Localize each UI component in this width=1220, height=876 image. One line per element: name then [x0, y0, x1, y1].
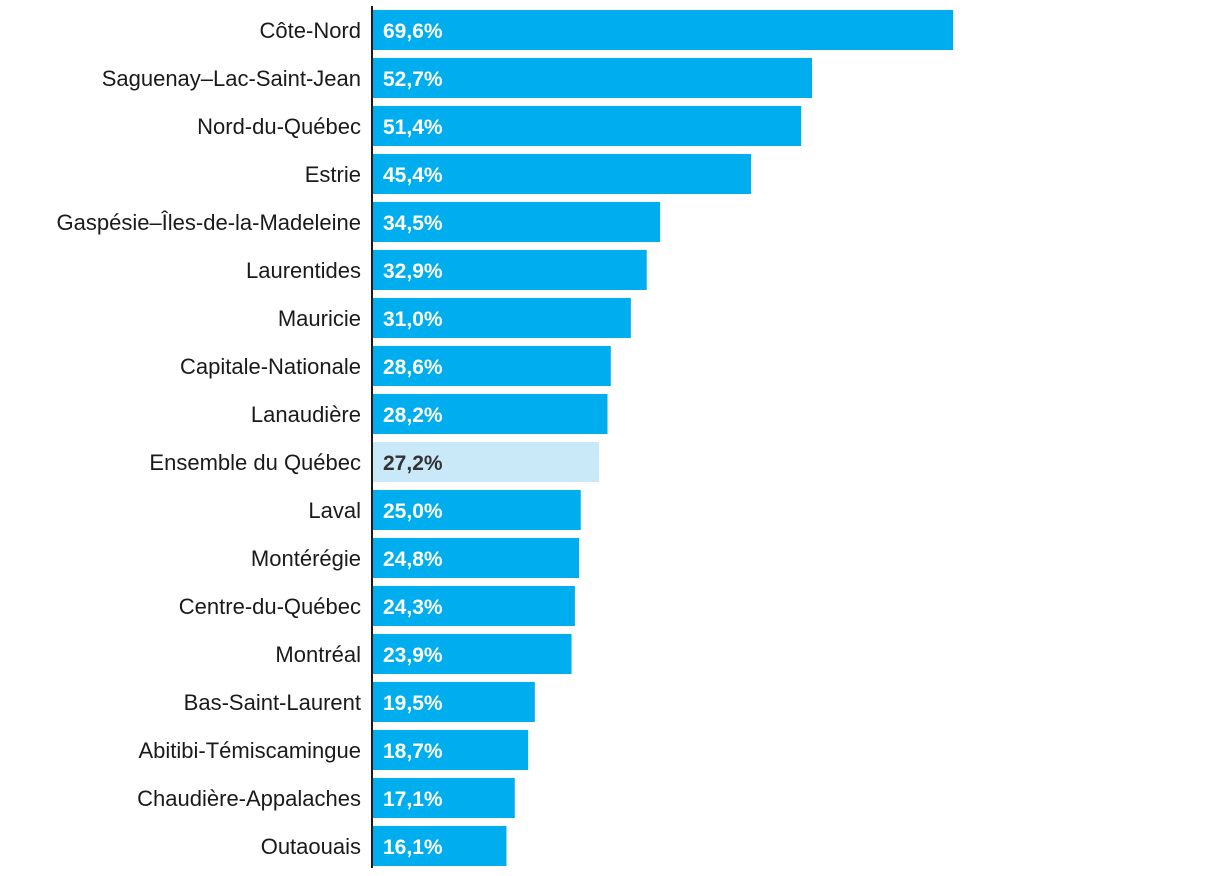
category-label-montreal: Montréal	[275, 642, 361, 667]
bar-chaudiere-appalaches	[372, 778, 515, 818]
value-label-laurentides: 32,9%	[383, 260, 443, 283]
category-label-cote-nord: Côte-Nord	[260, 18, 361, 43]
value-label-nord-du-quebec: 51,4%	[383, 116, 443, 139]
category-label-bas-saint-laurent: Bas-Saint-Laurent	[184, 690, 361, 715]
category-label-abitibi-temiscamingue: Abitibi-Témiscamingue	[138, 738, 361, 763]
bar-saguenay-lac-saint-jean	[372, 58, 813, 98]
bar-monteregie	[372, 538, 580, 578]
category-label-chaudiere-appalaches: Chaudière-Appalaches	[137, 786, 361, 811]
value-label-outaouais: 16,1%	[383, 836, 443, 859]
value-label-capitale-nationale: 28,6%	[383, 356, 443, 379]
bar-gaspesie-iles-de-la-madeleine	[372, 202, 661, 242]
bar-laurentides	[372, 250, 647, 290]
value-label-centre-du-quebec: 24,3%	[383, 596, 443, 619]
bar-cote-nord	[372, 10, 954, 50]
bar-bas-saint-laurent	[372, 682, 535, 722]
value-label-laval: 25,0%	[383, 500, 443, 523]
category-label-mauricie: Mauricie	[278, 306, 361, 331]
value-label-lanaudiere: 28,2%	[383, 404, 443, 427]
category-label-laurentides: Laurentides	[246, 258, 361, 283]
value-label-mauricie: 31,0%	[383, 308, 443, 331]
bar-abitibi-temiscamingue	[372, 730, 529, 770]
category-labels: Côte-Nord Saguenay–Lac-Saint-Jean Nord-du-…	[57, 18, 362, 859]
bar-capitale-nationale	[372, 346, 611, 386]
value-label-bas-saint-laurent: 19,5%	[383, 692, 443, 715]
bar-laval	[372, 490, 581, 530]
value-label-monteregie: 24,8%	[383, 548, 443, 571]
category-label-centre-du-quebec: Centre-du-Québec	[179, 594, 361, 619]
value-label-chaudiere-appalaches: 17,1%	[383, 788, 443, 811]
bar-estrie	[372, 154, 752, 194]
category-label-lanaudiere: Lanaudière	[251, 402, 361, 427]
bar-lanaudiere	[372, 394, 608, 434]
category-label-outaouais: Outaouais	[261, 834, 361, 859]
category-label-capitale-nationale: Capitale-Nationale	[180, 354, 361, 379]
value-label-estrie: 45,4%	[383, 164, 443, 187]
category-label-ensemble-du-quebec: Ensemble du Québec	[149, 450, 361, 475]
value-labels: 69,6% 52,7% 51,4% 45,4% 34,5% 32,9% 31,0% 28,6%…	[383, 20, 443, 859]
value-label-ensemble-du-quebec: 27,2%	[383, 452, 443, 475]
category-label-gaspesie-iles-de-la-madeleine: Gaspésie–Îles-de-la-Madeleine	[57, 210, 362, 235]
bar-outaouais	[372, 826, 507, 866]
value-label-abitibi-temiscamingue: 18,7%	[383, 740, 443, 763]
category-label-monteregie: Montérégie	[251, 546, 361, 571]
bar-nord-du-quebec	[372, 106, 802, 146]
category-label-estrie: Estrie	[305, 162, 361, 187]
category-label-nord-du-quebec: Nord-du-Québec	[197, 114, 361, 139]
category-label-saguenay-lac-saint-jean: Saguenay–Lac-Saint-Jean	[102, 66, 361, 91]
category-label-laval: Laval	[308, 498, 361, 523]
value-label-cote-nord: 69,6%	[383, 20, 443, 43]
value-label-montreal: 23,9%	[383, 644, 443, 667]
bar-ensemble-du-quebec	[372, 442, 600, 482]
value-label-saguenay-lac-saint-jean: 52,7%	[383, 68, 443, 91]
bar-centre-du-quebec	[372, 586, 575, 626]
bar-montreal	[372, 634, 572, 674]
value-label-gaspesie-iles-de-la-madeleine: 34,5%	[383, 212, 443, 235]
bars	[372, 10, 954, 866]
bar-mauricie	[372, 298, 631, 338]
